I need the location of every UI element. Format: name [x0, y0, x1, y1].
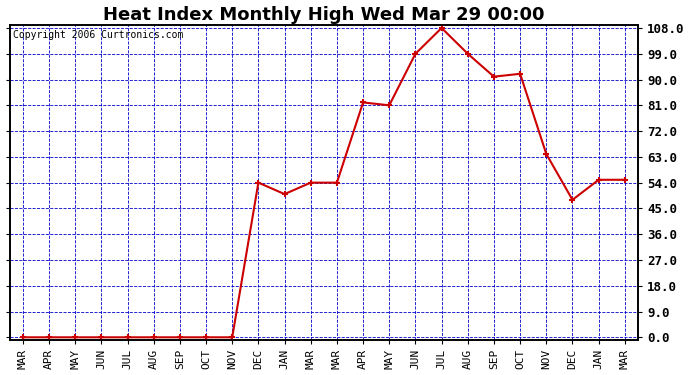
Text: Copyright 2006 Curtronics.com: Copyright 2006 Curtronics.com	[13, 30, 184, 40]
Title: Heat Index Monthly High Wed Mar 29 00:00: Heat Index Monthly High Wed Mar 29 00:00	[103, 6, 544, 24]
